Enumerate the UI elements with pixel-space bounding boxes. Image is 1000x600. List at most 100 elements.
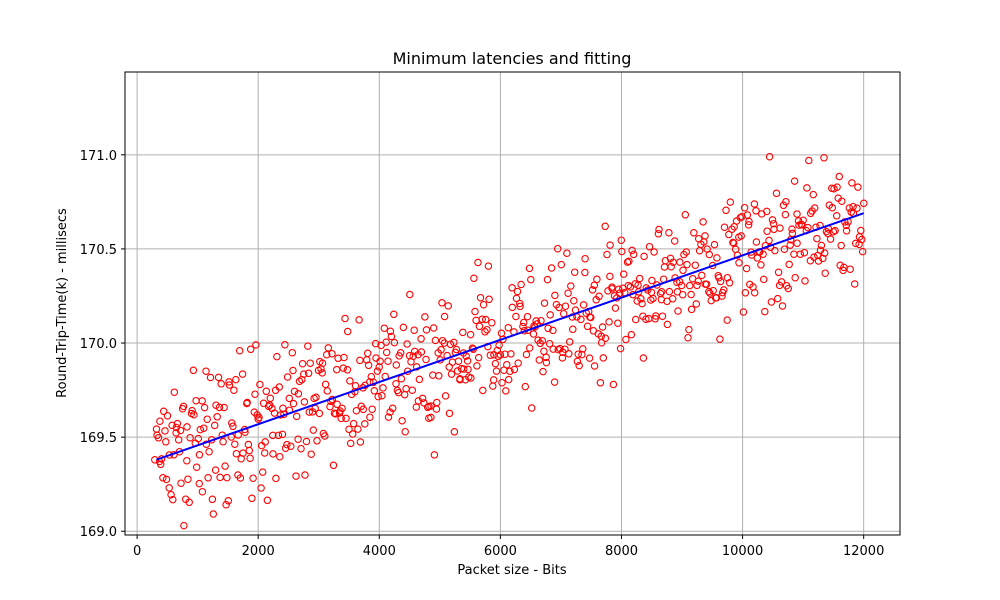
data-point <box>831 226 839 235</box>
data-point <box>736 213 745 222</box>
data-point <box>323 387 332 395</box>
data-point <box>768 216 777 224</box>
data-point <box>601 334 610 342</box>
data-point <box>524 326 532 334</box>
data-point <box>606 241 614 249</box>
data-point <box>173 419 182 428</box>
data-point <box>491 359 500 368</box>
data-point <box>763 207 771 216</box>
data-point <box>188 406 196 415</box>
data-point <box>215 403 224 412</box>
data-point <box>410 326 418 334</box>
data-point <box>380 324 389 332</box>
data-point <box>168 421 176 430</box>
data-point <box>483 325 491 334</box>
data-point <box>590 281 599 290</box>
data-point <box>194 434 203 443</box>
data-point <box>444 302 452 310</box>
data-point <box>858 247 867 256</box>
data-point <box>456 375 464 383</box>
data-point <box>225 378 233 386</box>
data-point <box>642 315 650 323</box>
data-point <box>475 322 484 331</box>
data-point <box>175 447 184 456</box>
data-point <box>765 236 773 245</box>
data-point <box>702 280 711 289</box>
data-point <box>502 387 510 395</box>
data-point <box>179 402 188 411</box>
data-point <box>549 326 557 335</box>
data-point <box>435 372 443 380</box>
data-point <box>547 264 556 272</box>
data-point <box>609 380 618 389</box>
data-point <box>522 350 531 359</box>
data-point <box>601 222 609 231</box>
data-point <box>211 466 220 474</box>
data-point <box>625 257 633 266</box>
data-point <box>699 218 707 226</box>
data-point <box>202 367 210 375</box>
data-point <box>750 200 759 208</box>
data-point <box>606 272 614 281</box>
data-point <box>162 438 170 446</box>
data-point <box>590 362 599 370</box>
data-point <box>593 275 601 284</box>
data-point <box>820 154 828 162</box>
data-point <box>392 380 400 388</box>
data-point <box>368 405 376 413</box>
data-point <box>557 260 566 269</box>
data-point <box>752 238 761 246</box>
data-point <box>474 353 483 362</box>
data-point <box>292 412 301 421</box>
data-point <box>184 475 192 483</box>
data-point <box>429 324 438 332</box>
data-point <box>614 285 623 294</box>
data-point <box>261 438 269 446</box>
data-point <box>195 479 204 488</box>
data-point <box>172 429 180 437</box>
data-point <box>628 246 636 255</box>
data-point <box>739 308 748 316</box>
data-point <box>521 382 530 391</box>
data-point <box>726 198 735 206</box>
data-point <box>784 284 793 293</box>
data-point <box>744 221 753 229</box>
data-point <box>252 341 260 349</box>
data-point <box>345 425 353 434</box>
data-point <box>527 275 535 284</box>
data-point <box>850 280 859 288</box>
data-point <box>655 225 663 234</box>
data-point <box>720 223 729 231</box>
x-tick-label: 6000 <box>484 544 517 559</box>
data-point <box>438 299 446 307</box>
data-point <box>767 298 776 306</box>
data-point <box>583 322 592 331</box>
data-point <box>462 352 470 360</box>
data-point <box>478 315 486 323</box>
x-tick-label: 8000 <box>605 544 638 559</box>
data-point <box>508 284 516 292</box>
data-point <box>295 377 304 386</box>
data-point <box>427 402 435 410</box>
data-point <box>525 264 534 273</box>
data-point <box>170 388 179 396</box>
data-point <box>352 406 361 415</box>
data-point <box>484 262 493 270</box>
data-point <box>210 421 219 430</box>
data-point <box>782 197 790 206</box>
data-point <box>232 375 240 384</box>
data-point <box>658 312 667 320</box>
data-point <box>496 351 505 359</box>
data-point <box>788 225 796 233</box>
data-point <box>379 384 387 392</box>
data-point <box>663 320 672 329</box>
data-point <box>803 184 811 192</box>
data-point <box>177 479 185 487</box>
data-point <box>239 449 247 457</box>
data-point <box>346 439 355 448</box>
data-point <box>489 376 498 384</box>
data-point <box>198 487 207 496</box>
data-point <box>272 474 280 483</box>
data-point <box>318 359 327 367</box>
data-point <box>306 359 314 367</box>
